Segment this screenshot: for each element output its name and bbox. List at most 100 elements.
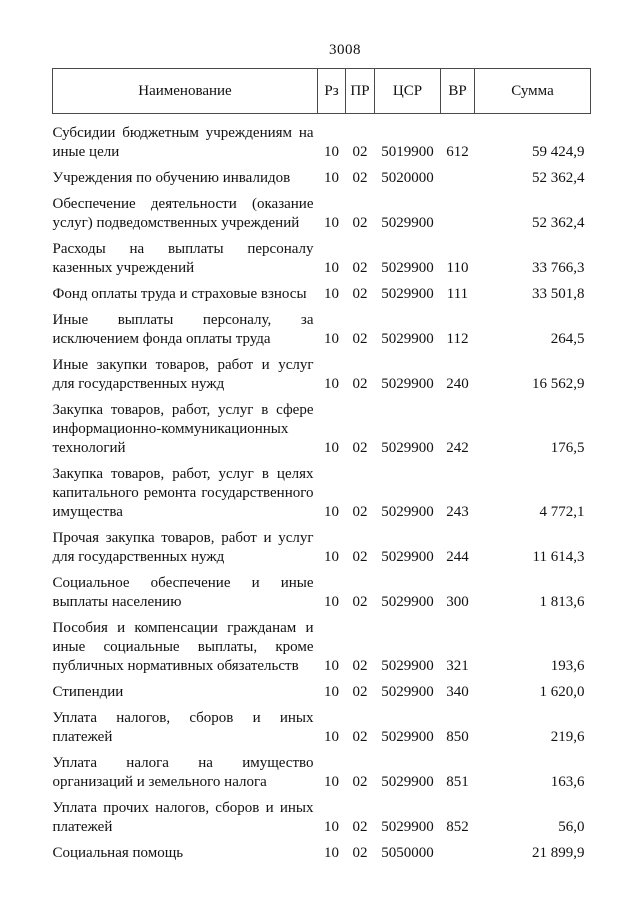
cell-sum: 33 766,3 [532,260,585,276]
table-row: Уплата прочих налогов, сборов и иных пла… [53,792,591,837]
cell-name: Социальное обеспечение и иные выплаты на… [52,575,314,610]
column-header-vr: ВР [440,68,475,114]
cell-csr: 5029900 [381,658,434,674]
cell-pr: 02 [352,594,368,610]
cell-pr: 02 [352,658,368,674]
cell-csr: 5020000 [381,170,434,186]
table-row: Иные закупки товаров, работ и услуг для … [53,349,591,394]
cell-pr: 02 [352,549,368,565]
column-header-rz: Рз [317,68,346,114]
cell-name: Пособия и компенсации гражданам и иные с… [52,620,314,674]
table-row: Субсидии бюджетным учреждениям на иные ц… [53,114,591,163]
table-row: Расходы на выплаты персоналу казенных уч… [53,233,591,278]
cell-vr [441,188,475,233]
column-header-sum: Сумма [474,68,591,114]
table-row: Закупка товаров, работ, услуг в сфере ин… [53,394,591,458]
cell-pr: 02 [352,260,368,276]
cell-rz: 10 [324,684,339,700]
cell-name: Закупка товаров, работ, услуг в целях ка… [52,466,314,520]
cell-rz: 10 [324,658,339,674]
cell-rz: 10 [324,594,339,610]
table-row: Учреждения по обучению инвалидов 10 02 5… [53,162,591,188]
cell-vr: 300 [446,594,469,610]
cell-pr: 02 [352,845,368,861]
cell-vr [441,162,475,188]
cell-pr: 02 [352,376,368,392]
cell-sum: 264,5 [550,331,585,347]
cell-vr: 112 [446,331,469,347]
cell-name: Расходы на выплаты персоналу казенных уч… [52,241,314,276]
cell-csr: 5029900 [381,594,434,610]
cell-pr: 02 [352,215,368,231]
column-header-csr: ЦСР [374,68,441,114]
cell-rz: 10 [324,376,339,392]
cell-pr: 02 [352,504,368,520]
cell-name: Иные закупки товаров, работ и услуг для … [52,357,314,392]
cell-name: Прочая закупка товаров, работ и услуг дл… [52,530,314,565]
cell-sum: 52 362,4 [532,215,585,231]
cell-name: Иные выплаты персоналу, за исключением ф… [52,312,314,347]
cell-csr: 5029900 [381,331,434,347]
cell-pr: 02 [352,440,368,456]
table-row: Обеспечение деятельности (оказание услуг… [53,188,591,233]
cell-rz: 10 [324,286,339,302]
cell-sum: 56,0 [558,819,585,835]
cell-rz: 10 [324,729,339,745]
cell-name: Уплата налогов, сборов и иных платежей [52,710,314,745]
cell-vr: 110 [446,260,469,276]
table-header-row: Наименование Рз ПР ЦСР ВР Сумма [52,68,591,114]
cell-name: Фонд оплаты труда и страховые взносы [52,286,307,302]
cell-sum: 11 614,3 [532,549,585,565]
cell-vr: 321 [446,658,469,674]
cell-rz: 10 [324,549,339,565]
cell-csr: 5029900 [381,684,434,700]
cell-sum: 1 620,0 [539,684,585,700]
cell-sum: 163,6 [550,774,585,790]
page-number: 3008 [329,42,361,58]
cell-csr: 5019900 [381,144,434,160]
cell-name: Субсидии бюджетным учреждениям на иные ц… [52,125,314,160]
cell-name: Социальная помощь [52,845,184,861]
cell-rz: 10 [324,819,339,835]
cell-csr: 5029900 [381,774,434,790]
cell-csr: 5029900 [381,440,434,456]
cell-sum: 193,6 [550,658,585,674]
cell-name: Закупка товаров, работ, услуг в сфере ин… [52,402,314,456]
cell-csr: 5029900 [381,286,434,302]
cell-rz: 10 [324,260,339,276]
cell-vr: 612 [446,144,469,160]
cell-rz: 10 [324,170,339,186]
cell-csr: 5029900 [381,504,434,520]
cell-name: Обеспечение деятельности (оказание услуг… [52,196,314,231]
cell-vr: 852 [446,819,469,835]
cell-pr: 02 [352,774,368,790]
cell-sum: 219,6 [550,729,585,745]
table-row: Иные выплаты персоналу, за исключением ф… [53,304,591,349]
cell-sum: 176,5 [550,440,585,456]
cell-sum: 21 899,9 [532,845,585,861]
cell-name: Учреждения по обучению инвалидов [52,170,291,186]
cell-pr: 02 [352,286,368,302]
cell-csr: 5029900 [381,376,434,392]
table-row: Закупка товаров, работ, услуг в целях ка… [53,458,591,522]
cell-name: Уплата налога на имущество организаций и… [52,755,314,790]
cell-csr: 5029900 [381,819,434,835]
cell-sum: 52 362,4 [532,170,585,186]
cell-rz: 10 [324,845,339,861]
cell-sum: 59 424,9 [532,144,585,160]
cell-vr: 243 [446,504,469,520]
cell-vr: 242 [446,440,469,456]
cell-name: Стипендии [52,684,124,700]
cell-rz: 10 [324,331,339,347]
table-row: Стипендии 10 02 5029900 340 1 620,0 [53,676,591,702]
table-row: Социальное обеспечение и иные выплаты на… [53,567,591,612]
cell-pr: 02 [352,729,368,745]
table-row: Социальная помощь 10 02 5050000 21 899,9 [53,837,591,863]
cell-sum: 33 501,8 [532,286,585,302]
cell-rz: 10 [324,504,339,520]
cell-vr: 850 [446,729,469,745]
cell-rz: 10 [324,144,339,160]
cell-rz: 10 [324,774,339,790]
column-header-pr: ПР [345,68,375,114]
